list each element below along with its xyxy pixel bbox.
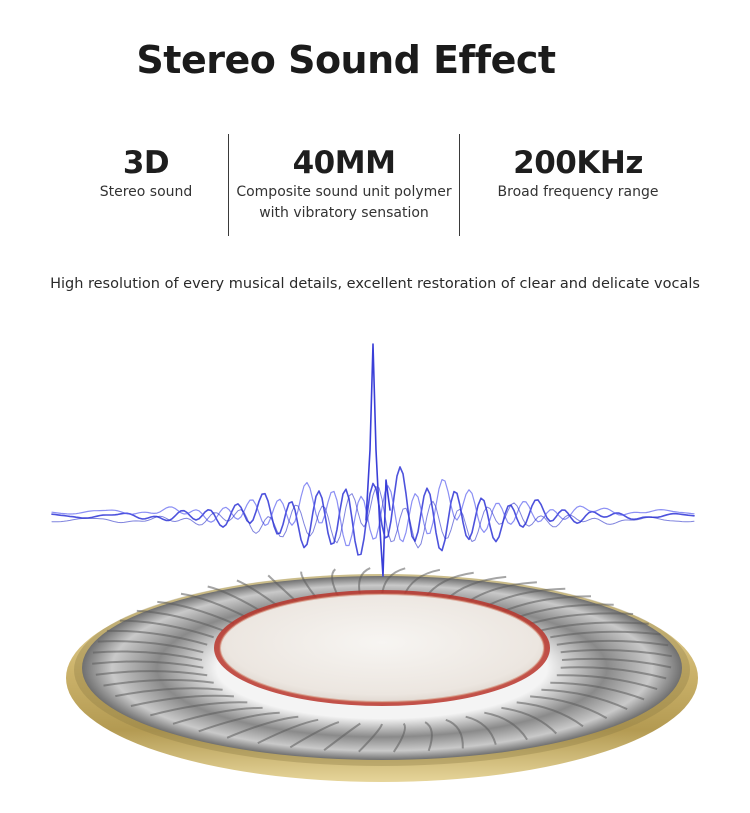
driver-center	[214, 590, 550, 706]
driver-rib	[556, 674, 658, 691]
driver-rib	[465, 715, 497, 745]
driver-rib	[501, 595, 592, 614]
driver-rib	[484, 711, 528, 741]
feature-description: Composite sound unit polymer	[236, 184, 452, 200]
feature-description: Stereo sound	[99, 184, 193, 200]
driver-rib	[103, 679, 214, 687]
feature-40mm: 40MM Composite sound unit polymer with v…	[228, 144, 460, 224]
driver-rib	[130, 694, 234, 707]
feature-row: 3D Stereo sound 40MM Composite sound uni…	[0, 134, 750, 236]
page-title: Stereo Sound Effect	[136, 38, 556, 82]
driver-rib	[358, 723, 383, 753]
driver-rib	[501, 706, 558, 735]
driver-rib	[556, 639, 669, 647]
driver-rib	[289, 721, 340, 749]
feature-headline: 40MM	[292, 145, 396, 181]
divider	[459, 134, 460, 236]
driver-rib	[541, 621, 649, 632]
driver-rib	[207, 585, 264, 613]
driver-rib	[136, 609, 223, 632]
feature-3d: 3D Stereo sound	[86, 144, 206, 203]
driver-rib	[561, 657, 672, 669]
driver-rib	[530, 695, 608, 719]
feature-headline: 3D	[122, 145, 170, 181]
driver-rib	[392, 722, 406, 753]
driver-rib	[529, 612, 634, 625]
driver-rib	[424, 721, 433, 752]
sound-wave	[51, 343, 695, 577]
driver-ribs	[92, 567, 672, 753]
feature-description: Broad frequency range	[497, 184, 659, 200]
driver-rib	[550, 681, 645, 701]
driver-rib	[150, 701, 248, 717]
driver-rib	[92, 660, 204, 669]
divider	[228, 134, 229, 236]
driver-rib	[541, 688, 628, 711]
driver-rib	[172, 706, 263, 725]
driver-rib	[97, 640, 204, 654]
speaker-driver-image	[51, 343, 698, 782]
driver-rib	[445, 718, 464, 749]
feature-description: with vibratory sensation	[259, 205, 429, 221]
driver-rib	[516, 701, 584, 728]
driver-rib	[198, 711, 280, 733]
driver-rib	[257, 718, 319, 744]
tagline: High resolution of every musical details…	[50, 276, 700, 292]
driver-rib	[560, 666, 667, 680]
driver-rib	[106, 629, 208, 646]
driver-rib	[180, 592, 248, 619]
feature-headline: 200KHz	[513, 145, 643, 181]
driver-rib	[560, 649, 672, 658]
driver-rib	[550, 630, 661, 639]
driver-rib	[226, 715, 299, 739]
driver-rib	[119, 619, 215, 639]
driver-rib	[115, 687, 223, 698]
driver-rib	[157, 600, 235, 625]
feature-200khz: 200KHz Broad frequency range	[488, 144, 668, 203]
driver-rib	[92, 650, 203, 661]
driver-rib	[323, 722, 361, 751]
driver-rib	[95, 670, 208, 677]
driver-rib	[516, 603, 614, 619]
wave-spike	[365, 343, 391, 577]
